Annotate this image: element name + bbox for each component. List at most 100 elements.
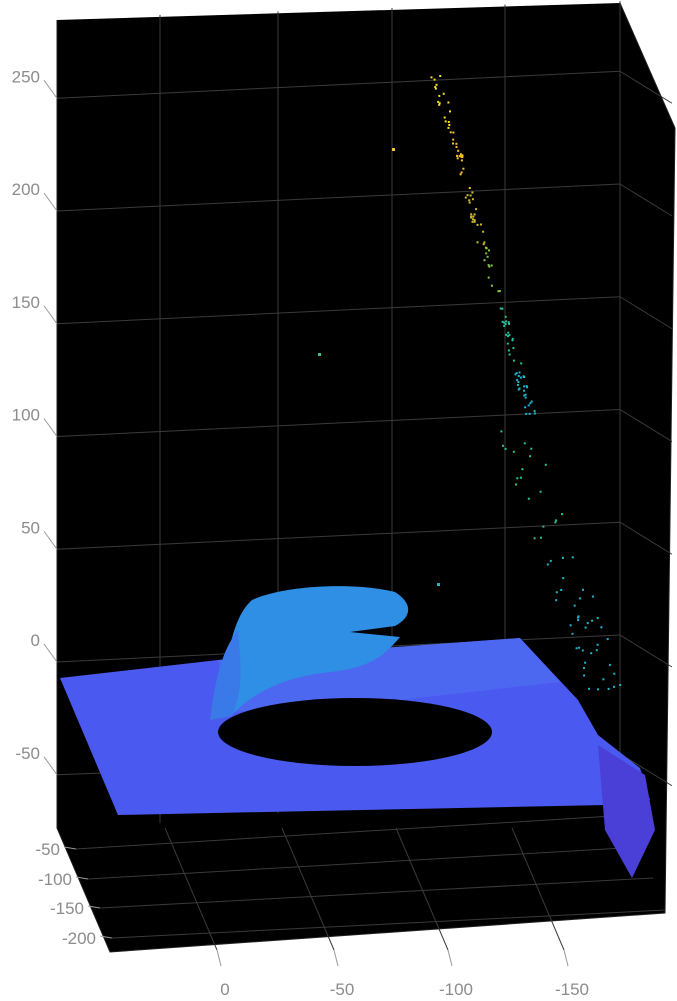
trail-point	[511, 339, 514, 342]
trail-point	[596, 643, 599, 646]
trail-point	[490, 264, 493, 267]
z-tick-label: 250	[12, 67, 40, 86]
trail-point	[503, 324, 506, 327]
trail-point	[520, 362, 523, 365]
trail-point	[452, 138, 455, 141]
trail-point	[515, 483, 517, 486]
trail-point	[516, 477, 519, 480]
trail-point	[503, 321, 506, 324]
trail-point	[473, 219, 476, 222]
trail-point	[519, 476, 522, 479]
trail-point	[455, 142, 458, 145]
trail-point	[525, 412, 528, 415]
trail-point	[475, 208, 478, 211]
x-gridline	[511, 827, 565, 951]
y-tick-label: -150	[50, 899, 84, 918]
z-tick-mark	[43, 643, 58, 663]
trail-point	[584, 661, 587, 664]
z-tick-label: 200	[12, 180, 40, 199]
z-tick-label: -50	[15, 744, 40, 763]
trail-point	[516, 384, 519, 386]
trail-point	[468, 187, 471, 189]
trail-point	[523, 394, 526, 397]
trail-point	[488, 249, 490, 252]
z-tick-mark	[43, 530, 58, 550]
trail-point	[515, 372, 518, 375]
trail-point	[470, 213, 473, 216]
trail-point	[554, 521, 557, 524]
x-tick-label: -100	[439, 980, 473, 999]
trail-point	[542, 525, 545, 528]
trail-point	[504, 315, 507, 318]
z-gridline-side	[619, 753, 673, 787]
trail-point	[529, 402, 532, 405]
trail-point	[508, 323, 511, 325]
trail-point	[578, 646, 581, 649]
trail-point	[524, 396, 527, 399]
trail-point	[505, 320, 508, 323]
z-tick-label: 150	[12, 293, 40, 312]
trail-point	[449, 131, 452, 134]
trail-point	[577, 619, 580, 622]
trail-point	[521, 468, 524, 471]
point-cloud	[60, 75, 655, 878]
trail-point	[579, 597, 582, 600]
z-gridline	[56, 521, 621, 550]
trail-point	[539, 490, 542, 493]
trail-point	[483, 241, 486, 244]
ground-hole	[218, 698, 492, 766]
scatter-trail-points	[318, 75, 622, 691]
trail-point	[452, 142, 454, 145]
trail-point	[597, 688, 599, 691]
x-tick-label: 0	[220, 980, 229, 999]
trail-point	[447, 126, 450, 129]
trail-point	[576, 616, 579, 619]
x-tick-mark	[447, 949, 453, 967]
trail-point	[523, 442, 526, 445]
trail-point	[518, 371, 521, 374]
y-gridline	[99, 877, 654, 909]
dome-surface-points	[222, 586, 409, 718]
trail-point	[456, 154, 459, 157]
trail-point	[459, 173, 462, 176]
trail-point	[600, 626, 603, 629]
trail-point	[577, 615, 580, 618]
trail-point	[471, 191, 474, 194]
x-gridline	[164, 827, 218, 951]
trail-point	[555, 519, 558, 522]
trail-point	[596, 617, 599, 620]
x-tick-label: -150	[555, 980, 589, 999]
trail-point	[434, 86, 437, 89]
z-gridline-side	[619, 296, 673, 330]
trail-point	[527, 404, 530, 407]
trail-point	[473, 213, 476, 216]
z-gridline-side	[619, 70, 673, 104]
trail-point	[528, 412, 531, 415]
trail-point	[562, 556, 564, 559]
trail-point	[504, 323, 507, 325]
trail-point	[457, 149, 460, 152]
trail-point	[562, 577, 565, 580]
y-tick-label: -50	[35, 840, 60, 859]
trail-point	[476, 223, 479, 226]
trail-point	[460, 159, 463, 162]
trail-point	[497, 290, 500, 293]
y-tick-label: -100	[38, 870, 72, 889]
trail-point	[607, 687, 610, 690]
trail-point	[571, 632, 574, 635]
trail-point	[437, 100, 440, 103]
trail-point	[488, 265, 491, 268]
z-gridline	[56, 70, 621, 99]
z-gridline-side	[619, 634, 673, 668]
trail-point	[480, 223, 482, 226]
axes-floor	[57, 780, 665, 952]
trail-point	[590, 652, 593, 655]
z-tick-mark	[43, 305, 58, 325]
trail-point	[619, 684, 622, 686]
y-gridline	[75, 814, 630, 850]
trail-point	[519, 376, 522, 379]
trail-point	[571, 556, 574, 559]
trail-point	[555, 599, 558, 602]
trail-point	[591, 595, 594, 598]
